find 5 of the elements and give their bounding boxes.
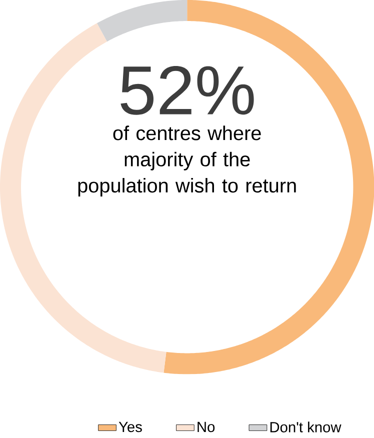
text: of centres where majority of the population wish to return — [78, 126, 296, 197]
legend-label: Yes — [118, 422, 142, 432]
legend-label: No — [198, 422, 214, 432]
legend-label: Don't know — [270, 422, 342, 432]
text: 52% — [120, 66, 254, 115]
